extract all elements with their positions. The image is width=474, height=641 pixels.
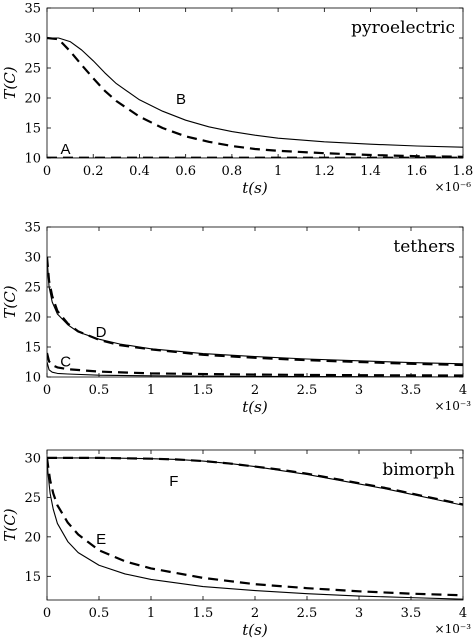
y-tick-label: 30: [24, 451, 41, 466]
y-tick-label: 35: [24, 2, 41, 17]
y-tick-label: 25: [24, 491, 41, 506]
panel-pyroelectric: 0 0.2 0.4 0.6 0.8 1 1.2 1.4 1.6 1.8 10 15 20 25 30 35 B A…: [1, 2, 473, 198]
series-line-3-solid: [47, 361, 463, 377]
x-axis-label: t(s): [242, 179, 268, 197]
series-line-1-solid: [47, 37, 463, 148]
x-tick-label: 0.5: [89, 606, 110, 621]
y-tick-label: 30: [24, 32, 41, 47]
x-tick-label: 2: [251, 606, 259, 621]
x-tick-label: 1.8: [453, 164, 474, 179]
x-axis-multiplier: ×10⁻³: [435, 622, 472, 636]
x-axis-label: t(s): [242, 398, 268, 416]
x-axis-multiplier: ×10⁻⁶: [435, 180, 472, 194]
y-tick-label: 20: [24, 311, 41, 326]
x-tick-label: 3: [355, 383, 363, 398]
series-line-3-solid: [47, 457, 463, 600]
x-tick-label: 3.5: [401, 383, 422, 398]
x-tick-label: 0: [43, 606, 51, 621]
x-tick-label: 4: [459, 383, 467, 398]
panel-title: pyroelectric: [351, 18, 455, 38]
x-tick-label: 0.2: [83, 164, 104, 179]
y-tick-label: 15: [24, 570, 41, 585]
x-tick-label: 0.5: [89, 383, 110, 398]
y-tick-label: 10: [24, 371, 41, 386]
x-axis-label: t(s): [242, 621, 268, 639]
x-tick-label: 1: [147, 383, 155, 398]
x-tick-label: 2.5: [297, 606, 318, 621]
x-tick-label: 2: [251, 383, 259, 398]
series-line-2-dashed: [47, 36, 463, 158]
x-tick-label: 1.5: [193, 383, 214, 398]
x-tick-label: 0.6: [175, 164, 196, 179]
x-tick-label: 1.6: [406, 164, 427, 179]
y-axis-label: T(C): [1, 508, 19, 541]
x-tick-label: 4: [459, 606, 467, 621]
y-tick-label: 25: [24, 281, 41, 296]
x-tick-label: 1: [274, 164, 282, 179]
series-line-1-solid: [47, 256, 463, 365]
curve-label-A: A: [60, 141, 70, 158]
y-tick-label: 15: [24, 122, 41, 137]
y-tick-label: 30: [24, 251, 41, 266]
x-tick-label: 1.2: [314, 164, 335, 179]
x-tick-label: 3.5: [401, 606, 422, 621]
y-tick-label: 35: [24, 221, 41, 236]
x-tick-label: 0.8: [222, 164, 243, 179]
y-tick-label: 20: [24, 92, 41, 107]
panel-title: tethers: [393, 237, 455, 257]
curve-label-E: E: [96, 531, 106, 548]
x-tick-label: 1: [147, 606, 155, 621]
x-tick-label: 0: [43, 164, 51, 179]
series-line-2-dashed: [47, 256, 463, 367]
y-tick-label: 10: [24, 152, 41, 167]
y-axis-label: T(C): [1, 66, 19, 99]
x-tick-label: 0.4: [129, 164, 150, 179]
x-tick-label: 1.5: [193, 606, 214, 621]
x-tick-label: 0: [43, 383, 51, 398]
curve-label-C: C: [60, 353, 71, 370]
y-axis-label: T(C): [1, 285, 19, 318]
panel-title: bimorph: [382, 460, 455, 480]
y-tick-label: 25: [24, 62, 41, 77]
x-tick-label: 3: [355, 606, 363, 621]
series-line-2-dashed: [47, 456, 463, 506]
curve-label-F: F: [169, 473, 178, 490]
curve-label-B: B: [176, 91, 186, 108]
curve-label-D: D: [96, 324, 107, 341]
x-tick-label: 1.4: [360, 164, 381, 179]
y-tick-label: 20: [24, 530, 41, 545]
x-tick-label: 2.5: [297, 383, 318, 398]
x-axis-multiplier: ×10⁻³: [435, 399, 472, 413]
y-tick-label: 15: [24, 341, 41, 356]
